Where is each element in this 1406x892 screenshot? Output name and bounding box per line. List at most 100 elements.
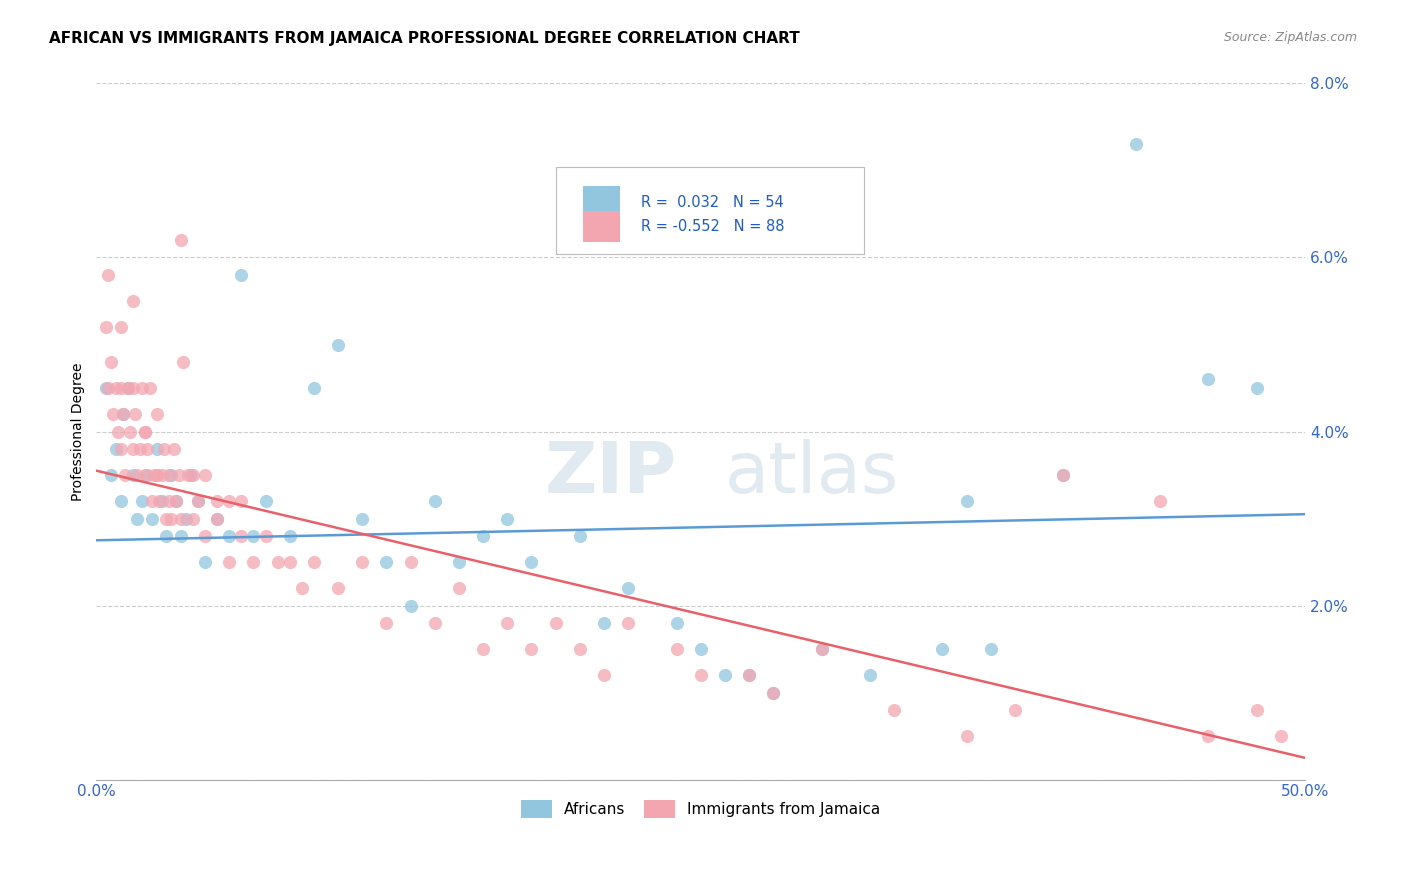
Point xyxy=(1246,703,1268,717)
Text: R = -0.552   N = 88: R = -0.552 N = 88 xyxy=(641,219,785,234)
Point xyxy=(160,468,183,483)
Point xyxy=(131,381,153,395)
Point xyxy=(762,685,785,699)
Point xyxy=(931,642,953,657)
Point xyxy=(496,615,519,630)
Point xyxy=(980,642,1002,657)
Point xyxy=(194,529,217,543)
Point xyxy=(121,381,143,395)
Point xyxy=(104,442,127,456)
Point xyxy=(883,703,905,717)
Point xyxy=(689,642,711,657)
Point xyxy=(1270,729,1292,743)
Point xyxy=(146,468,169,483)
Point xyxy=(138,381,160,395)
Point xyxy=(593,668,616,682)
Point xyxy=(120,425,142,439)
Point xyxy=(187,494,209,508)
Point xyxy=(181,511,204,525)
Point xyxy=(121,293,143,308)
Point xyxy=(110,442,132,456)
Point xyxy=(617,615,640,630)
Point xyxy=(218,555,240,569)
Point xyxy=(689,668,711,682)
Point xyxy=(568,529,591,543)
Point xyxy=(121,442,143,456)
Point xyxy=(375,615,398,630)
Point xyxy=(194,468,217,483)
Point xyxy=(205,511,228,525)
Point xyxy=(205,511,228,525)
Point xyxy=(544,615,567,630)
Point xyxy=(423,615,446,630)
Point xyxy=(242,555,264,569)
Point xyxy=(127,468,149,483)
Point xyxy=(1052,468,1074,483)
Point xyxy=(242,529,264,543)
Point xyxy=(94,320,117,334)
Point xyxy=(714,668,737,682)
Point xyxy=(447,581,470,595)
Point xyxy=(160,511,183,525)
Point xyxy=(174,511,197,525)
Point xyxy=(157,468,180,483)
Y-axis label: Professional Degree: Professional Degree xyxy=(72,362,86,500)
Point xyxy=(103,407,125,421)
Point xyxy=(155,529,177,543)
Point xyxy=(177,468,200,483)
Point xyxy=(163,442,186,456)
Point xyxy=(665,615,688,630)
Point xyxy=(150,494,173,508)
Point xyxy=(399,555,422,569)
Point xyxy=(180,468,202,483)
Point xyxy=(352,555,374,569)
Point xyxy=(167,468,190,483)
Point xyxy=(170,529,193,543)
Point xyxy=(218,529,240,543)
Point xyxy=(738,668,761,682)
Text: AFRICAN VS IMMIGRANTS FROM JAMAICA PROFESSIONAL DEGREE CORRELATION CHART: AFRICAN VS IMMIGRANTS FROM JAMAICA PROFE… xyxy=(49,31,800,46)
Point xyxy=(399,599,422,613)
Point xyxy=(136,442,159,456)
Point xyxy=(617,581,640,595)
Point xyxy=(187,494,209,508)
Point xyxy=(423,494,446,508)
Point xyxy=(134,425,156,439)
Point xyxy=(107,425,129,439)
Point xyxy=(134,425,156,439)
Point xyxy=(114,468,136,483)
Point xyxy=(100,468,122,483)
Point xyxy=(326,337,349,351)
Point xyxy=(762,685,785,699)
Point xyxy=(231,494,253,508)
Point xyxy=(124,407,146,421)
Point xyxy=(110,494,132,508)
Point xyxy=(181,468,204,483)
Point xyxy=(326,581,349,595)
Point xyxy=(153,442,176,456)
Point xyxy=(496,511,519,525)
Point xyxy=(110,381,132,395)
Point xyxy=(231,268,253,282)
Point xyxy=(136,468,159,483)
Point xyxy=(291,581,314,595)
Point xyxy=(266,555,288,569)
Point xyxy=(472,642,495,657)
Point xyxy=(352,511,374,525)
Point xyxy=(205,494,228,508)
Point xyxy=(111,407,134,421)
Point xyxy=(150,468,173,483)
Point xyxy=(278,529,301,543)
Point xyxy=(121,468,143,483)
Point xyxy=(447,555,470,569)
Point xyxy=(956,494,979,508)
Point xyxy=(738,668,761,682)
Point xyxy=(155,511,177,525)
Point xyxy=(97,381,120,395)
Point xyxy=(141,511,163,525)
Point xyxy=(134,468,156,483)
Point xyxy=(194,555,217,569)
Point xyxy=(94,381,117,395)
Point xyxy=(100,355,122,369)
Point xyxy=(97,268,120,282)
